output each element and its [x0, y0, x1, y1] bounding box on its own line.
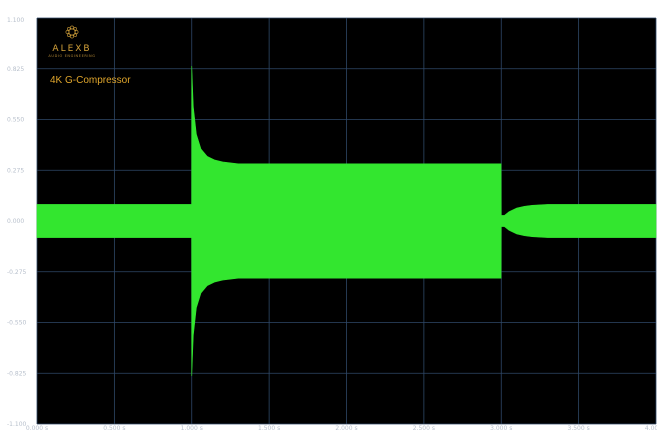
x-tick-label: 1.500 s [258, 425, 280, 432]
x-axis-ticks: 0.000 s 0.500 s 1.000 s 1.500 s 2.000 s 2.500… [26, 425, 657, 432]
y-tick-label: 0.825 [7, 66, 24, 73]
waveform-envelope [36, 65, 657, 377]
x-tick-label: 2.000 s [335, 425, 357, 432]
brand-name: ALEXB [52, 44, 91, 54]
y-tick-label: -0.825 [7, 370, 27, 377]
waveform-series-0 [36, 65, 657, 377]
y-axis-ticks: 1.100 0.825 0.550 0.275 0.000 -0.275 -0.550 -0.… [7, 17, 27, 428]
y-tick-label: 0.275 [7, 167, 24, 174]
x-tick-label: 3.000 s [490, 425, 512, 432]
mandala-logo-icon [65, 25, 79, 39]
x-tick-label: 2.500 s [413, 425, 435, 432]
x-tick-label: 0.500 s [103, 425, 125, 432]
brand-logo: ALEXB AUDIO ENGINEERING [48, 25, 95, 58]
y-tick-label: 0.550 [7, 117, 24, 124]
y-tick-label: -1.100 [7, 421, 27, 428]
brand-subtitle: AUDIO ENGINEERING [48, 54, 95, 58]
y-tick-label: 0.000 [7, 218, 24, 225]
y-tick-label: 1.100 [7, 17, 24, 24]
x-tick-label: 4.000 s [645, 425, 657, 432]
plugin-title: 4K G-Compressor [50, 75, 131, 86]
y-tick-label: -0.550 [7, 320, 27, 327]
x-tick-label: 3.500 s [568, 425, 590, 432]
y-tick-label: -0.275 [7, 269, 27, 276]
x-tick-label: 0.000 s [26, 425, 48, 432]
x-tick-label: 1.000 s [181, 425, 203, 432]
